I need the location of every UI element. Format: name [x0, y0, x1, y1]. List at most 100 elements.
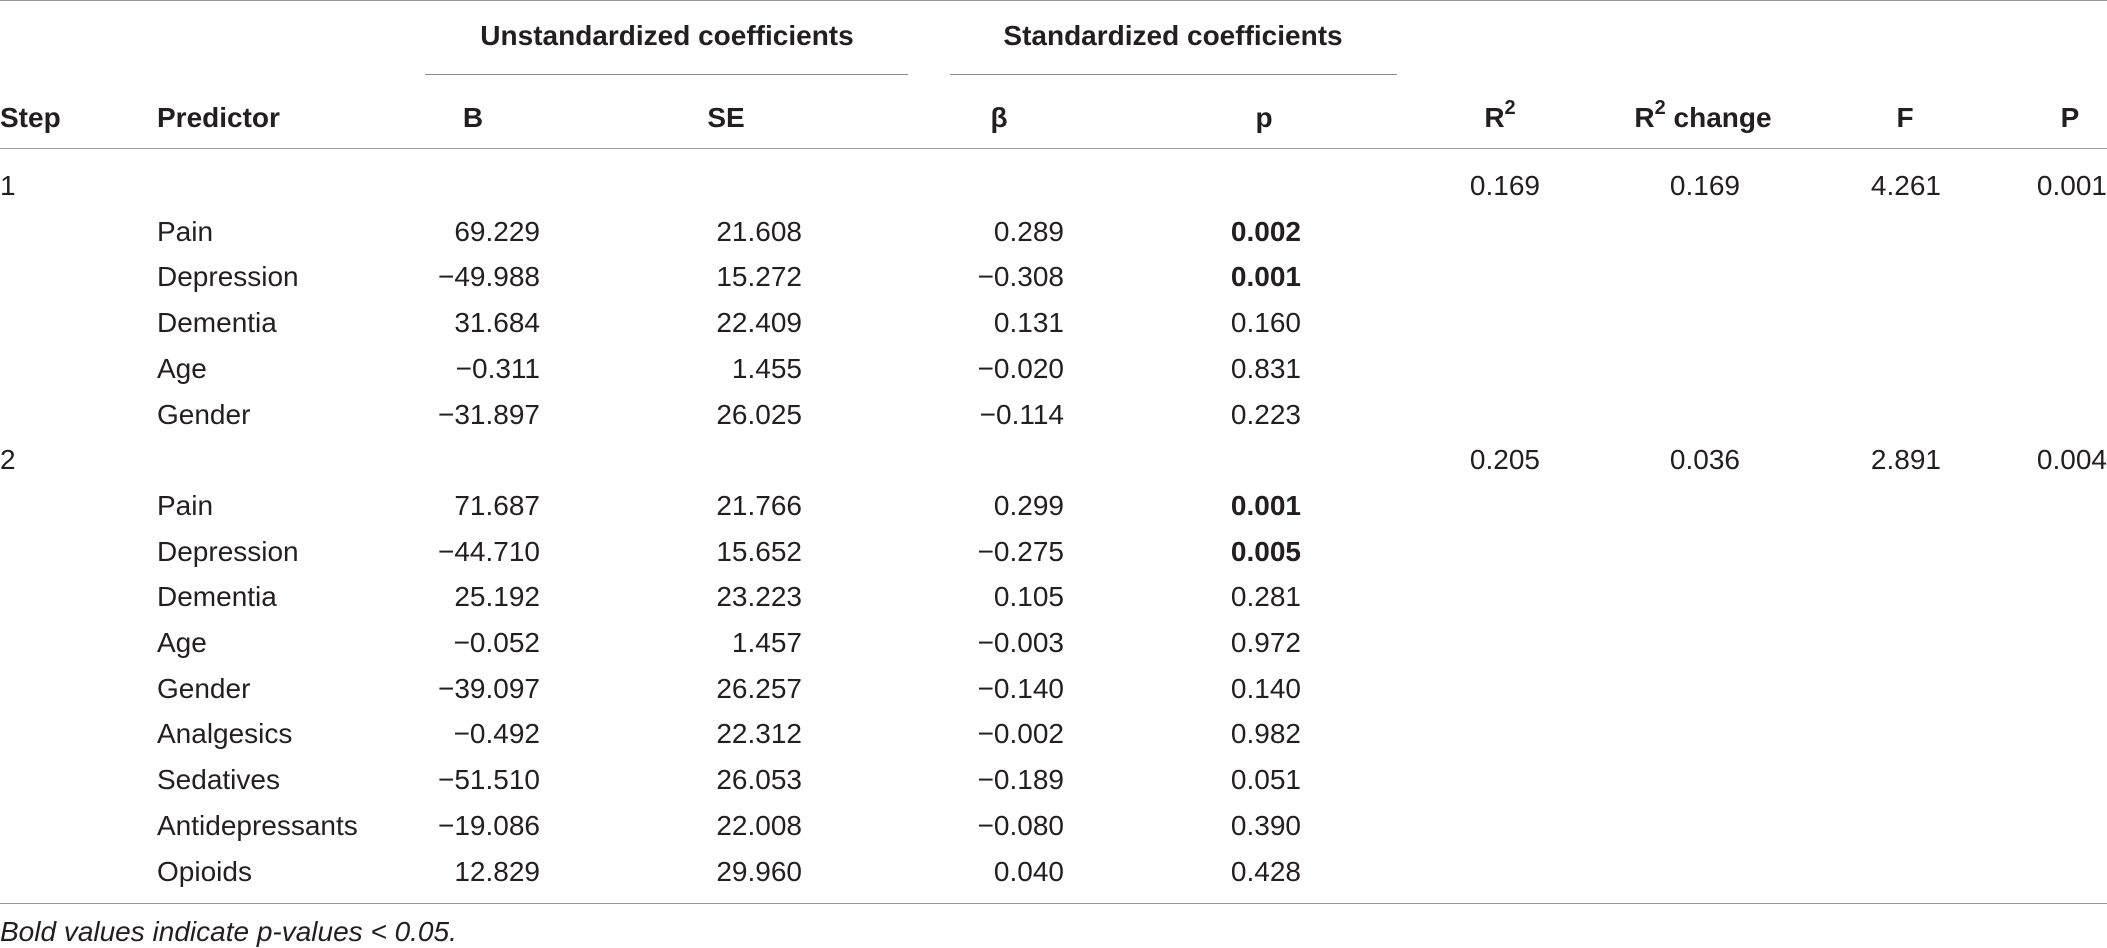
predictor-name: Age: [157, 627, 207, 658]
se-value: 26.257: [716, 672, 802, 704]
P-value: 0.004: [2036, 444, 2107, 476]
beta-value: 0.289: [993, 215, 1064, 247]
header-r2: R2: [1484, 98, 1515, 133]
beta-value: −0.189: [977, 764, 1064, 796]
header-p: p: [1255, 102, 1273, 133]
header-step: Step: [0, 102, 61, 133]
table-top-rule: [0, 0, 2107, 1]
header-b: B: [462, 102, 484, 133]
header-f: F: [1896, 102, 1914, 133]
p-value: 0.972: [1230, 627, 1301, 658]
b-value: −31.897: [438, 398, 540, 430]
se-value: 29.960: [716, 855, 802, 887]
table-bottom-rule: [0, 903, 2107, 904]
b-value: 25.192: [454, 581, 540, 613]
b-value: 31.684: [454, 307, 540, 339]
step-number: 1: [0, 170, 16, 201]
beta-value: −0.308: [977, 261, 1064, 293]
predictor-name: Depression: [157, 535, 299, 567]
predictor-name: Gender: [157, 398, 251, 430]
predictor-name: Age: [157, 352, 207, 384]
predictor-name: Depression: [157, 261, 299, 293]
b-value: 69.229: [454, 215, 540, 247]
b-value: 71.687: [454, 489, 540, 521]
p-value: 0.160: [1230, 307, 1301, 339]
se-value: 15.652: [716, 535, 802, 567]
b-value: −44.710: [438, 535, 540, 567]
header-r2-change: R2 change: [1634, 98, 1772, 133]
beta-value: 0.105: [993, 581, 1064, 613]
header-standardized-coefficients: Standardized coefficients: [1003, 20, 1343, 51]
beta-value: −0.080: [977, 809, 1064, 841]
beta-value: 0.040: [993, 855, 1064, 887]
b-value: 12.829: [454, 855, 540, 887]
se-value: 1.457: [731, 627, 802, 658]
se-value: 22.409: [716, 307, 802, 339]
se-value: 15.272: [716, 261, 802, 293]
se-value: 21.766: [716, 489, 802, 521]
p-value: 0.831: [1230, 352, 1301, 384]
p-value: 0.001: [1230, 261, 1301, 293]
p-value: 0.428: [1230, 855, 1301, 887]
p-value: 0.281: [1230, 581, 1301, 613]
se-value: 23.223: [716, 581, 802, 613]
b-value: −0.052: [453, 627, 540, 658]
header-r2change-base: R: [1634, 102, 1655, 133]
p-value: 0.982: [1230, 718, 1301, 750]
beta-value: −0.140: [977, 672, 1064, 704]
beta-value: 0.131: [993, 307, 1064, 339]
predictor-name: Antidepressants: [157, 809, 358, 841]
header-r2change-sup: 2: [1654, 97, 1666, 119]
r2-change-value: 0.169: [1669, 170, 1740, 201]
header-r2-base: R: [1484, 102, 1505, 133]
P-value: 0.001: [2036, 170, 2107, 201]
header-unstandardized-coefficients: Unstandardized coefficients: [480, 20, 854, 51]
header-r2-sup: 2: [1504, 97, 1516, 119]
se-value: 26.053: [716, 764, 802, 796]
se-value: 21.608: [716, 215, 802, 247]
b-value: −0.492: [453, 718, 540, 750]
r2-value: 0.205: [1469, 444, 1540, 476]
se-value: 22.008: [716, 809, 802, 841]
p-value: 0.002: [1230, 215, 1301, 247]
r2-change-value: 0.036: [1669, 444, 1740, 476]
header-bottom-rule: [0, 148, 2107, 149]
step-number: 2: [0, 444, 16, 476]
p-value: 0.051: [1230, 764, 1301, 796]
b-value: −0.311: [455, 352, 540, 384]
f-value: 4.261: [1870, 170, 1941, 201]
header-se: SE: [707, 102, 745, 133]
predictor-name: Sedatives: [157, 764, 280, 796]
b-value: −19.086: [438, 809, 540, 841]
table-footnote: Bold values indicate p-values < 0.05.: [0, 916, 457, 947]
p-value: 0.140: [1230, 672, 1301, 704]
b-value: −51.510: [438, 764, 540, 796]
header-P: P: [2060, 102, 2080, 133]
predictor-name: Dementia: [157, 307, 277, 339]
unstandardized-group-rule: [425, 74, 908, 75]
header-r2change-rest: change: [1665, 102, 1772, 133]
r2-value: 0.169: [1469, 170, 1540, 201]
b-value: −39.097: [438, 672, 540, 704]
predictor-name: Opioids: [157, 855, 252, 887]
beta-value: −0.275: [977, 535, 1064, 567]
p-value: 0.390: [1230, 809, 1301, 841]
standardized-group-rule: [950, 74, 1397, 75]
b-value: −49.988: [438, 261, 540, 293]
beta-value: −0.114: [979, 398, 1064, 430]
beta-value: −0.020: [977, 352, 1064, 384]
predictor-name: Gender: [157, 672, 251, 704]
predictor-name: Analgesics: [157, 718, 293, 750]
beta-value: −0.002: [977, 718, 1064, 750]
predictor-name: Pain: [157, 489, 214, 521]
header-predictor: Predictor: [157, 102, 280, 133]
p-value: 0.005: [1230, 535, 1301, 567]
f-value: 2.891: [1870, 444, 1941, 476]
se-value: 1.455: [731, 352, 802, 384]
predictor-name: Dementia: [157, 581, 277, 613]
se-value: 22.312: [716, 718, 802, 750]
p-value: 0.001: [1230, 489, 1301, 521]
beta-value: −0.003: [977, 627, 1064, 658]
se-value: 26.025: [716, 398, 802, 430]
beta-value: 0.299: [993, 489, 1064, 521]
